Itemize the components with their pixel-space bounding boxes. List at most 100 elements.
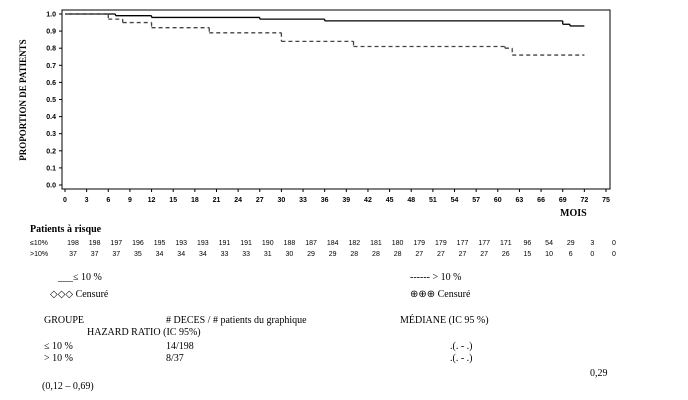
risk-cell: 28 [394, 251, 402, 258]
risk-cell: 27 [459, 251, 467, 258]
risk-cell: 54 [545, 240, 553, 247]
risk-cell: 0 [590, 251, 594, 258]
x-tick-label: 39 [342, 197, 350, 204]
risk-cell: 193 [175, 240, 187, 247]
risk-cell: 28 [372, 251, 380, 258]
x-tick-label: 45 [386, 197, 394, 204]
x-tick-label: 36 [321, 197, 329, 204]
risk-cell: 27 [437, 251, 445, 258]
x-tick-label: 6 [106, 197, 110, 204]
risk-cell: 29 [567, 240, 575, 247]
risk-cell: 191 [240, 240, 252, 247]
x-axis-label: MOIS [560, 208, 587, 219]
risk-cell: 197 [110, 240, 122, 247]
table-cell: .(. - .) [450, 353, 473, 364]
risk-cell: 0 [612, 240, 616, 247]
risk-cell: 190 [262, 240, 274, 247]
risk-cell: 193 [197, 240, 209, 247]
risk-cell: 6 [569, 251, 573, 258]
risk-cell: 10 [545, 251, 553, 258]
y-tick-label: 0.7 [46, 63, 56, 70]
y-tick-label: 1.0 [46, 12, 56, 19]
x-tick-label: 27 [256, 197, 264, 204]
risk-cell: 188 [284, 240, 296, 247]
x-tick-label: 54 [451, 197, 459, 204]
y-tick-label: 0.0 [46, 183, 56, 190]
risk-cell: 27 [415, 251, 423, 258]
x-tick-label: 3 [85, 197, 89, 204]
legend-solid: ___≤ 10 % [57, 272, 102, 283]
table-header: MÉDIANE (IC 95 %) [400, 314, 489, 326]
risk-title: Patients à risque [30, 224, 102, 235]
risk-cell: 33 [221, 251, 229, 258]
table-cell: > 10 % [44, 353, 73, 364]
risk-cell: 35 [134, 251, 142, 258]
risk-cell: 0 [612, 251, 616, 258]
x-tick-label: 24 [234, 197, 242, 204]
x-tick-label: 48 [407, 197, 415, 204]
risk-cell: 34 [199, 251, 207, 258]
risk-cell: 96 [524, 240, 532, 247]
x-tick-label: 33 [299, 197, 307, 204]
legend-dashed: ------ > 10 % [410, 272, 461, 283]
x-tick-label: 18 [191, 197, 199, 204]
risk-cell: 179 [435, 240, 447, 247]
risk-cell: 196 [132, 240, 144, 247]
risk-cell: 30 [286, 251, 294, 258]
x-tick-label: 57 [472, 197, 480, 204]
risk-cell: 29 [329, 251, 337, 258]
x-tick-label: 63 [516, 197, 524, 204]
risk-cell: 191 [219, 240, 231, 247]
x-tick-label: 69 [559, 197, 567, 204]
risk-cell: 37 [91, 251, 99, 258]
risk-cell: 179 [413, 240, 425, 247]
y-tick-label: 0.8 [46, 46, 56, 53]
risk-cell: 28 [350, 251, 358, 258]
y-tick-label: 0.4 [46, 114, 56, 121]
risk-cell: 37 [69, 251, 77, 258]
x-tick-label: 30 [278, 197, 286, 204]
table-header: GROUPE [44, 315, 84, 326]
y-axis-label: PROPORTION DE PATIENTS [18, 39, 28, 160]
risk-cell: 177 [457, 240, 469, 247]
x-tick-label: 15 [169, 197, 177, 204]
table-header: HAZARD RATIO (IC 95%) [87, 327, 201, 338]
risk-cell: 26 [502, 251, 510, 258]
risk-cell: 187 [305, 240, 317, 247]
plot-frame [61, 9, 611, 190]
y-tick-label: 0.9 [46, 29, 56, 36]
table-cell: ≤ 10 % [44, 341, 73, 352]
risk-cell: 181 [370, 240, 382, 247]
risk-cell: 37 [112, 251, 120, 258]
risk-cell: 27 [480, 251, 488, 258]
x-tick-label: 51 [429, 197, 437, 204]
risk-row-label: ≤10% [30, 240, 48, 247]
y-tick-label: 0.5 [46, 97, 56, 104]
risk-cell: 15 [524, 251, 532, 258]
legend-censored: ⊕⊕⊕ Censuré [410, 289, 471, 300]
table-cell: 14/198 [166, 341, 194, 352]
hazard-ci: (0,12 – 0,69) [42, 381, 94, 392]
table-header: # DECES / # patients du graphique [166, 315, 307, 326]
x-tick-label: 60 [494, 197, 502, 204]
risk-cell: 198 [67, 240, 79, 247]
x-tick-label: 66 [537, 197, 545, 204]
risk-cell: 177 [478, 240, 490, 247]
risk-cell: 34 [177, 251, 185, 258]
risk-cell: 33 [242, 251, 250, 258]
x-tick-label: 9 [128, 197, 132, 204]
hazard-ratio: 0,29 [590, 368, 608, 379]
x-tick-label: 42 [364, 197, 372, 204]
y-tick-label: 0.6 [46, 80, 56, 87]
y-tick-label: 0.1 [46, 165, 56, 172]
risk-cell: 182 [348, 240, 360, 247]
x-tick-label: 72 [580, 197, 588, 204]
risk-cell: 3 [590, 240, 594, 247]
risk-row-label: >10% [30, 251, 48, 258]
risk-cell: 195 [154, 240, 166, 247]
x-tick-label: 21 [213, 197, 221, 204]
risk-cell: 184 [327, 240, 339, 247]
y-tick-label: 0.3 [46, 131, 56, 138]
risk-cell: 198 [89, 240, 101, 247]
